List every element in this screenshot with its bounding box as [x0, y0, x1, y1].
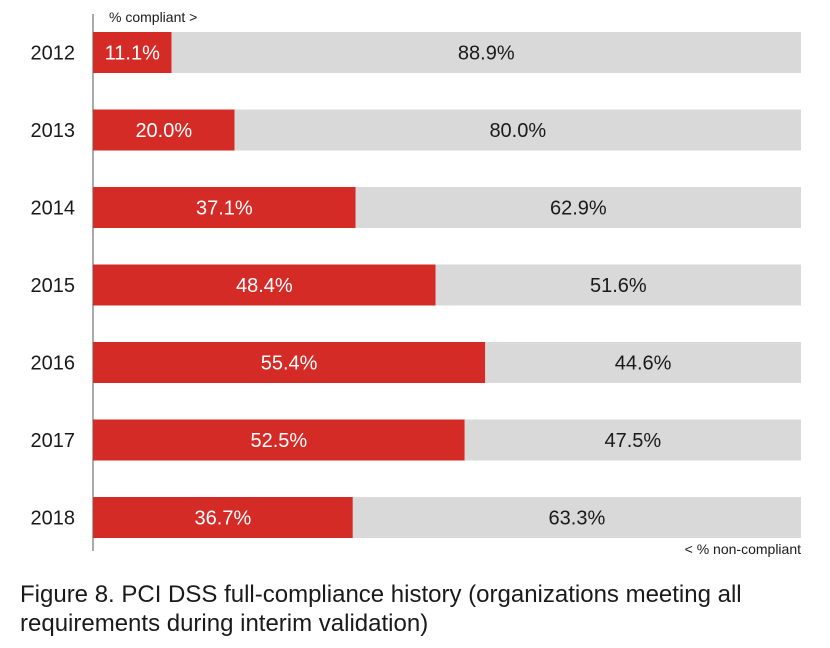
data-label-non-compliant: 51.6%	[590, 275, 647, 297]
bar-group: 2012 11.1% 88.9% 2013 20.0% 80.0% 2014 37.1% 62.…	[31, 32, 802, 538]
bar-compliant	[93, 264, 436, 306]
data-label-non-compliant: 88.9%	[458, 43, 515, 65]
y-tick-label: 2015	[31, 275, 76, 297]
data-label-compliant: 37.1%	[196, 198, 253, 220]
y-tick-label: 2016	[31, 353, 76, 375]
compliant-legend-label: % compliant >	[109, 9, 197, 25]
bar-compliant	[93, 187, 356, 228]
data-label-non-compliant: 80.0%	[489, 120, 546, 142]
data-label-non-compliant: 44.6%	[615, 353, 672, 375]
bar-compliant	[93, 497, 353, 538]
data-label-compliant: 11.1%	[105, 43, 160, 65]
data-label-compliant: 20.0%	[135, 120, 192, 142]
y-tick-label: 2013	[31, 120, 76, 142]
bar-compliant	[93, 419, 465, 461]
chart-svg: % compliant > < % non-compliant 2012 11.1…	[31, 9, 802, 557]
bar-non-compliant	[352, 497, 801, 538]
data-label-compliant: 52.5%	[250, 430, 307, 452]
data-label-non-compliant: 62.9%	[550, 198, 607, 220]
y-tick-label: 2018	[31, 508, 76, 530]
bar-non-compliant	[435, 264, 801, 306]
y-tick-label: 2014	[31, 198, 76, 220]
bar-compliant	[93, 109, 235, 151]
data-label-non-compliant: 47.5%	[604, 430, 661, 452]
bar-non-compliant	[355, 187, 801, 228]
bar-non-compliant	[171, 32, 801, 73]
y-tick-label: 2012	[31, 43, 76, 65]
y-tick-label: 2017	[31, 430, 76, 452]
non-compliant-legend-label: < % non-compliant	[685, 541, 801, 557]
data-label-compliant: 48.4%	[236, 275, 293, 297]
data-label-compliant: 36.7%	[195, 508, 252, 530]
bar-compliant	[93, 32, 172, 73]
data-label-compliant: 55.4%	[261, 353, 318, 375]
bar-non-compliant	[234, 109, 802, 151]
bar-compliant	[93, 342, 486, 383]
bar-non-compliant	[485, 342, 801, 383]
bar-non-compliant	[464, 419, 801, 461]
data-label-non-compliant: 63.3%	[549, 508, 606, 530]
figure-caption: Figure 8. PCI DSS full-compliance histor…	[20, 581, 742, 637]
